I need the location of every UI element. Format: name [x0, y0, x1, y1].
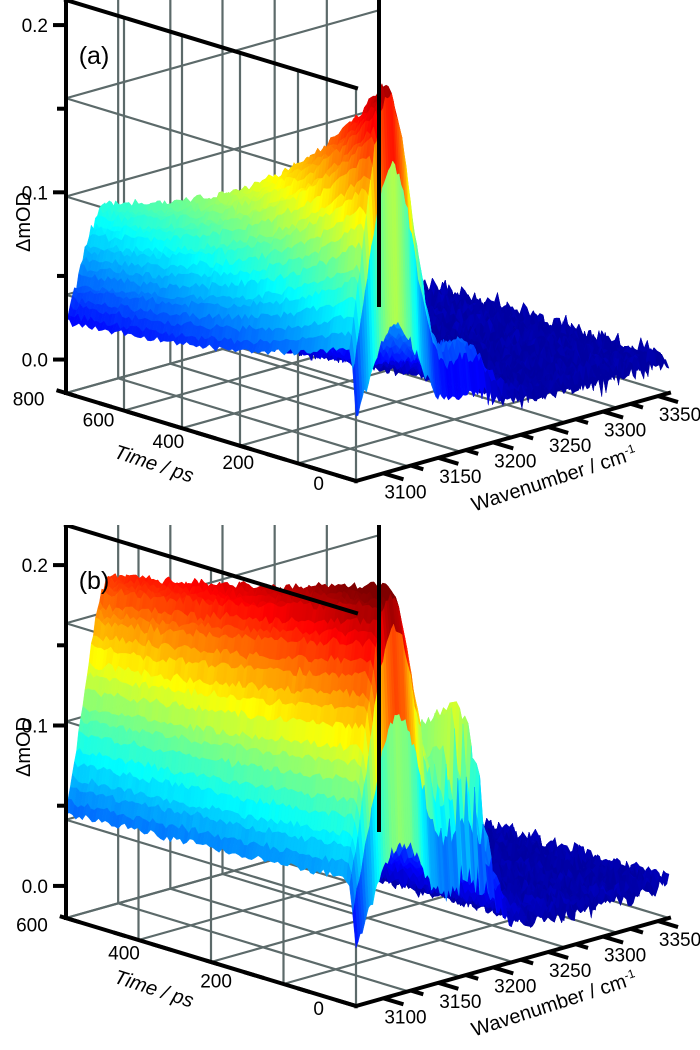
panel-a: 0.0 0.1 0.2 800 600 400 200 0 3100 3150 3200 3250 33… — [13, 0, 700, 516]
surface-undefined — [65, 83, 670, 417]
gridline-floor-a — [117, 377, 409, 468]
gridline-floor-a — [222, 347, 513, 439]
gridline-back-h — [65, 107, 380, 198]
gridline-floor-a — [170, 362, 461, 453]
gridline-back-h — [65, 9, 380, 100]
